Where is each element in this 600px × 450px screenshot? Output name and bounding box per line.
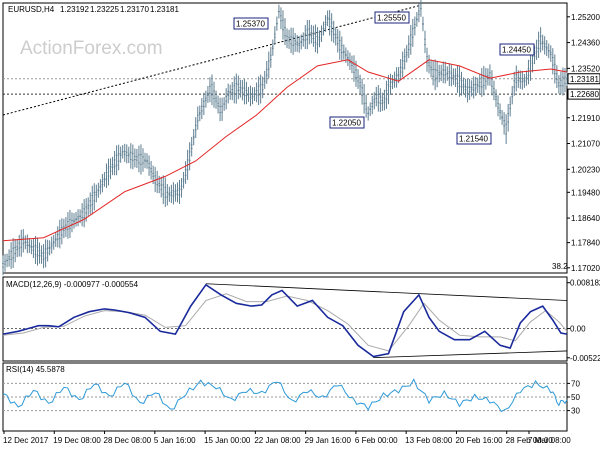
- price-tick-label: 1.23520: [571, 64, 600, 73]
- x-tick-label: 29 Jan 16:00: [305, 436, 352, 445]
- x-tick-label: 12 Dec 2017: [3, 436, 49, 445]
- price-panel-frame: [2, 2, 568, 274]
- trendline: [2, 4, 422, 116]
- price-tick-label: 1.21910: [571, 114, 600, 123]
- x-tick-label: 28 Dec 08:00: [104, 436, 152, 445]
- rsi-axis: 70 50 30: [3, 379, 580, 416]
- annotation-label: 1.21540: [459, 135, 488, 144]
- rsi-title: RSI(14) 45.5878: [6, 365, 65, 374]
- current-price-box: [567, 73, 600, 85]
- x-tick-label: 13 Feb 08:00: [405, 436, 453, 445]
- rsi-tick-label: 30: [571, 407, 580, 416]
- watermark: ActionForex.com: [20, 38, 163, 59]
- price-tick-label: 1.24360: [571, 39, 600, 48]
- x-tick-label: 6 Feb 00:00: [355, 436, 398, 445]
- annotation-label: 1.22050: [332, 119, 361, 128]
- x-tick-label: 22 Jan 08:00: [254, 436, 301, 445]
- macd-line: [2, 283, 568, 358]
- ohlc-close: 1.23181: [150, 5, 179, 14]
- x-tick-label: 19 Dec 08:00: [53, 436, 101, 445]
- x-tick-label: 7 Mar 08:00: [528, 436, 571, 445]
- annotation-box: [329, 116, 365, 129]
- price-annotations: 1.25370 1.25550 1.22050 1.24450 1.21540: [233, 11, 535, 145]
- macd-panel-frame: [2, 276, 568, 362]
- ohlc-high: 1.23225: [90, 5, 119, 14]
- annotation-label: 1.25370: [236, 20, 265, 29]
- annotation-label: 1.25550: [377, 14, 406, 23]
- horizontal-level-label: 1.22680: [570, 90, 599, 99]
- macd-tick-label: 0.00: [570, 325, 586, 334]
- x-axis: 12 Dec 2017 19 Dec 08:00 28 Dec 08:00 5 Jan…: [3, 431, 571, 445]
- x-tick-label: 5 Jan 16:00: [154, 436, 196, 445]
- price-axis: 1.25200 1.24360 1.23520 1.22680 1.21910 1.210…: [567, 13, 600, 273]
- ohlc-low: 1.23170: [120, 5, 149, 14]
- horizontal-level-box: [567, 88, 600, 100]
- current-price-label: 1.23181: [570, 75, 599, 84]
- annotation-box: [374, 11, 410, 24]
- corner-text: 38.2: [552, 262, 568, 271]
- rsi-line: [2, 378, 568, 413]
- price-tick-label: 1.20230: [571, 165, 600, 174]
- x-tick-label: 20 Feb 16:00: [455, 436, 503, 445]
- macd-tick-label: -0.005223: [570, 354, 600, 363]
- annotation-box: [456, 132, 492, 145]
- price-tick-label: 1.19480: [571, 188, 600, 197]
- price-tick-label: 1.17840: [571, 239, 600, 248]
- macd-trendline-upper: [205, 283, 568, 301]
- annotation-box: [499, 43, 535, 56]
- macd-signal-line: [2, 293, 568, 352]
- price-series: 1.23181 1.22680: [2, 0, 600, 276]
- annotation-label: 1.24450: [502, 46, 531, 55]
- macd-tick-label: 0.008182: [570, 279, 600, 288]
- moving-average-line: [2, 59, 568, 242]
- rsi-tick-label: 50: [571, 393, 580, 402]
- x-tick-label: 28 Feb 00:00: [506, 436, 554, 445]
- macd-trendline-lower: [373, 350, 568, 359]
- macd-title: MACD(12,26,9) -0.000977 -0.000554: [6, 280, 139, 289]
- macd-axis: 0.008182 0.00 -0.005223: [567, 279, 600, 363]
- price-tick-label: 1.21070: [571, 140, 600, 149]
- price-tick-label: 1.18640: [571, 214, 600, 223]
- price-tick-label: 1.17020: [571, 264, 600, 273]
- rsi-series: [2, 378, 568, 413]
- ohlc-open: 1.23192: [60, 5, 89, 14]
- rsi-tick-label: 70: [571, 379, 580, 388]
- annotation-box: [233, 17, 269, 30]
- x-tick-label: 15 Jan 00:00: [204, 436, 251, 445]
- symbol-label: EURUSD,H4: [8, 5, 55, 14]
- macd-series: [2, 283, 568, 359]
- price-tick-label: 1.25200: [571, 13, 600, 22]
